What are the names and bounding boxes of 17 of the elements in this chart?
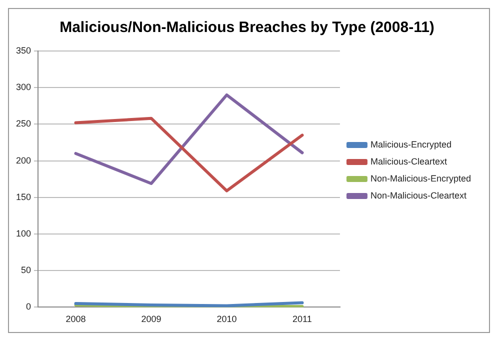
legend-label: Non-Malicious-Encrypted [370, 173, 472, 184]
y-tick-label: 250 [16, 118, 32, 129]
x-tick-label: 2011 [292, 314, 312, 324]
x-tick-label: 2009 [141, 314, 162, 324]
y-tick-label: 300 [16, 82, 32, 92]
legend-label: Malicious-Encrypted [370, 139, 452, 150]
x-tick-label: 2010 [216, 314, 237, 324]
y-tick-label: 100 [16, 228, 32, 238]
legend-label: Malicious-Cleartext [370, 156, 448, 166]
y-tick-label: 0 [26, 302, 32, 312]
y-tick-label: 50 [21, 265, 32, 276]
y-tick-label: 350 [16, 45, 32, 56]
y-tick-label: 200 [16, 155, 32, 166]
y-tick-label: 150 [16, 192, 32, 202]
legend-label: Non-Malicious-Cleartext [370, 190, 467, 200]
chart-title: Malicious/Non-Malicious Breaches by Type (2008-11) [60, 19, 434, 36]
x-tick-label: 2008 [66, 314, 86, 324]
